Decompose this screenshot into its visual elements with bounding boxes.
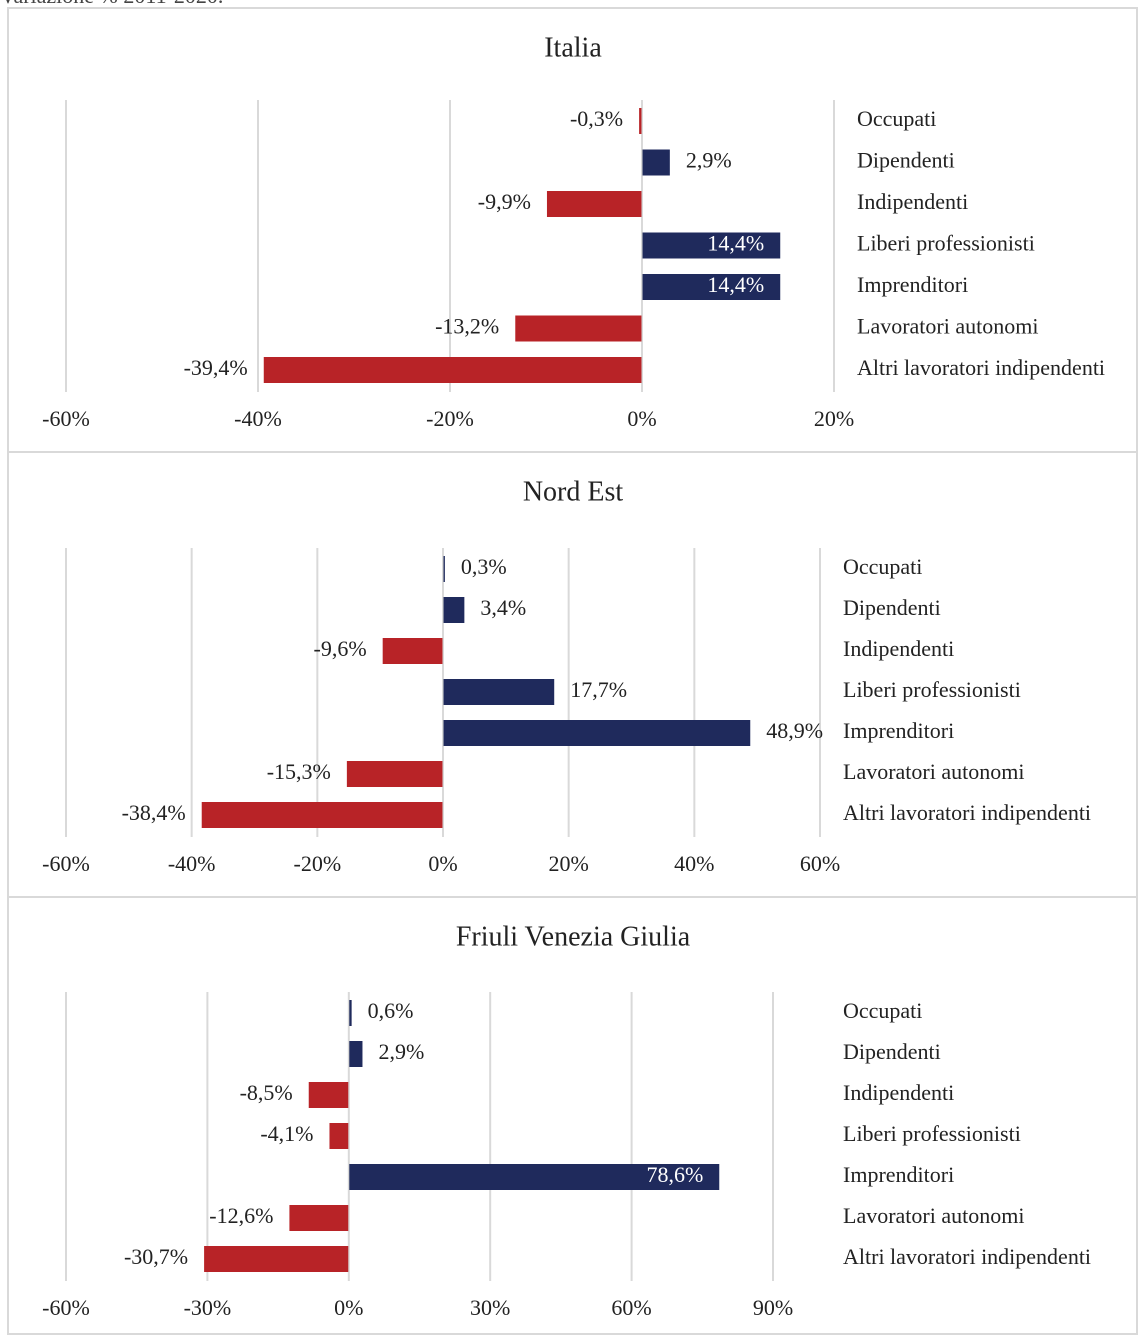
- category-label: Altri lavoratori indipendenti: [843, 1244, 1091, 1269]
- category-label: Indipendenti: [843, 1080, 954, 1105]
- x-tick-label: -20%: [426, 406, 474, 431]
- value-label: 2,9%: [378, 1039, 424, 1064]
- category-label: Lavoratori autonomi: [843, 1203, 1024, 1228]
- x-tick-label: 60%: [611, 1295, 651, 1320]
- bar: [515, 315, 642, 342]
- value-label: 14,4%: [707, 231, 764, 256]
- category-label: Altri lavoratori indipendenti: [857, 355, 1105, 380]
- value-label: -39,4%: [184, 355, 248, 380]
- value-label: -9,6%: [314, 636, 367, 661]
- x-tick-label: 0%: [627, 406, 656, 431]
- bar: [443, 556, 445, 582]
- value-label: -38,4%: [122, 800, 186, 825]
- bar: [348, 1041, 363, 1067]
- category-label: Dipendenti: [857, 148, 955, 173]
- value-label: -0,3%: [570, 106, 623, 131]
- category-label: Occupati: [857, 106, 936, 131]
- category-label: Lavoratori autonomi: [857, 314, 1038, 339]
- bar: [346, 761, 443, 787]
- x-tick-label: -40%: [234, 406, 282, 431]
- bar: [382, 638, 443, 664]
- value-label: -9,9%: [478, 189, 531, 214]
- x-tick-label: 40%: [674, 851, 714, 876]
- bar: [329, 1123, 349, 1149]
- value-label: -15,3%: [267, 759, 331, 784]
- category-label: Indipendenti: [843, 636, 954, 661]
- panel-frame: [7, 896, 1138, 1335]
- category-label: Imprenditori: [843, 1162, 954, 1187]
- category-label: Liberi professionisti: [843, 1121, 1021, 1146]
- x-tick-label: 0%: [334, 1295, 363, 1320]
- value-label: -13,2%: [435, 314, 499, 339]
- value-label: -12,6%: [209, 1203, 273, 1228]
- bar: [348, 1164, 720, 1190]
- category-label: Dipendenti: [843, 595, 941, 620]
- value-label: 14,4%: [707, 272, 764, 297]
- bar: [443, 679, 555, 705]
- bar: [201, 802, 443, 828]
- chart-title: Italia: [544, 32, 602, 63]
- value-label: 0,6%: [368, 998, 414, 1023]
- value-label: -8,5%: [240, 1080, 293, 1105]
- bar: [348, 1000, 352, 1026]
- x-tick-label: 60%: [800, 851, 840, 876]
- x-tick-label: 20%: [549, 851, 589, 876]
- x-tick-label: -30%: [184, 1295, 232, 1320]
- category-label: Imprenditori: [843, 718, 954, 743]
- value-label: 0,3%: [461, 554, 507, 579]
- bar: [546, 191, 642, 217]
- category-label: Lavoratori autonomi: [843, 759, 1024, 784]
- category-label: Indipendenti: [857, 189, 968, 214]
- bar: [642, 149, 670, 176]
- bar: [443, 597, 465, 623]
- bar: [642, 232, 781, 259]
- category-label: Liberi professionisti: [857, 231, 1035, 256]
- bar: [289, 1205, 349, 1231]
- x-tick-label: 0%: [428, 851, 457, 876]
- category-label: Imprenditori: [857, 272, 968, 297]
- value-label: 17,7%: [570, 677, 627, 702]
- value-label: 48,9%: [766, 718, 823, 743]
- bar: [642, 274, 781, 300]
- x-tick-label: -60%: [42, 851, 90, 876]
- x-tick-label: 30%: [470, 1295, 510, 1320]
- category-label: Altri lavoratori indipendenti: [843, 800, 1091, 825]
- value-label: -30,7%: [124, 1244, 188, 1269]
- bar: [308, 1082, 349, 1108]
- category-label: Occupati: [843, 998, 922, 1023]
- x-tick-label: -20%: [294, 851, 342, 876]
- x-tick-label: -40%: [168, 851, 216, 876]
- category-label: Occupati: [843, 554, 922, 579]
- bar: [263, 357, 642, 383]
- chart-title: Friuli Venezia Giulia: [456, 921, 691, 952]
- page-title: Variazione % 2011-2020.: [0, 0, 223, 8]
- bar: [639, 108, 642, 134]
- category-label: Liberi professionisti: [843, 677, 1021, 702]
- value-label: 3,4%: [480, 595, 526, 620]
- chart-title: Nord Est: [523, 476, 624, 507]
- x-tick-label: -60%: [42, 406, 90, 431]
- value-label: 78,6%: [646, 1162, 703, 1187]
- value-label: 2,9%: [686, 148, 732, 173]
- x-tick-label: -60%: [42, 1295, 90, 1320]
- bar: [204, 1246, 349, 1272]
- category-label: Dipendenti: [843, 1039, 941, 1064]
- value-label: -4,1%: [260, 1121, 313, 1146]
- x-tick-label: 90%: [753, 1295, 793, 1320]
- panel-frame: [7, 451, 1138, 898]
- x-tick-label: 20%: [814, 406, 854, 431]
- bar: [443, 720, 751, 746]
